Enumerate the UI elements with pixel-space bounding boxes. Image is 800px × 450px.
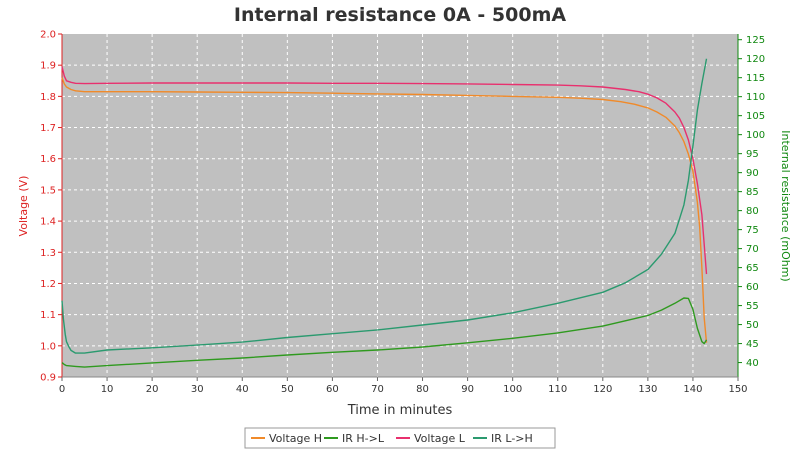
x-tick-label: 50: [281, 384, 294, 395]
y-right-tick-label: 80: [746, 206, 759, 217]
y-right-tick-label: 85: [746, 187, 759, 198]
series-layer: [61, 58, 708, 368]
x-tick-label: 20: [146, 384, 159, 395]
y-right-tick-label: 110: [746, 92, 765, 103]
x-tick-label: 150: [728, 384, 747, 395]
legend: Voltage H IR H->L Voltage L IR L->H: [244, 427, 556, 449]
y-left-tick-label: 0.9: [40, 373, 56, 384]
y-right-tick-label: 105: [746, 111, 765, 122]
chart-title: Internal resistance 0A - 500mA: [234, 4, 566, 26]
y-left-tick-label: 1.1: [40, 310, 56, 321]
y-right-tick-label: 50: [746, 320, 759, 331]
x-tick-label: 0: [59, 384, 65, 395]
x-tick-label: 110: [548, 384, 567, 395]
y-right-tick-label: 70: [746, 244, 759, 255]
legend-item-label: IR L->H: [491, 432, 533, 445]
y-right-tick-label: 75: [746, 225, 759, 236]
x-tick-label: 100: [503, 384, 522, 395]
y-right-tick-label: 100: [746, 130, 765, 141]
y-right-tick-label: 125: [746, 35, 765, 46]
legend-item-label: Voltage H: [269, 432, 322, 445]
y-right-tick-label: 65: [746, 263, 759, 274]
y-right-tick-label: 45: [746, 339, 759, 350]
y-left-tick-label: 1.7: [40, 123, 56, 134]
y-left-tick-label: 1.5: [40, 185, 56, 196]
y-left-tick-label: 1.9: [40, 61, 56, 72]
plot-area: [62, 34, 738, 377]
legend-item-label: IR H->L: [342, 432, 385, 445]
y-right-tick-label: 95: [746, 149, 759, 160]
y-left-tick-label: 1.8: [40, 92, 56, 103]
x-tick-label: 10: [101, 384, 114, 395]
y-left-tick-label: 1.2: [40, 279, 56, 290]
x-tick-label: 30: [191, 384, 204, 395]
grid: [62, 34, 738, 377]
x-tick-label: 130: [638, 384, 657, 395]
x-tick-label: 60: [326, 384, 339, 395]
tick-labels: 0 10 20 30 40 50 60 70 80 90 100 110 120 130 140 150 0.9…: [40, 30, 765, 396]
x-tick-label: 80: [416, 384, 429, 395]
series-line-ir-l-h: [61, 58, 708, 354]
y-left-tick-label: 1.4: [40, 217, 56, 228]
x-tick-label: 120: [593, 384, 612, 395]
y-right-tick-label: 60: [746, 282, 759, 293]
y-left-tick-label: 1.3: [40, 248, 56, 259]
x-tick-label: 40: [236, 384, 249, 395]
y-left-tick-label: 1.6: [40, 154, 56, 165]
y-axis-left-title: Voltage (V): [17, 176, 30, 237]
axes: [58, 33, 742, 381]
legend-item-label: Voltage L: [414, 432, 466, 445]
y-right-tick-label: 120: [746, 54, 765, 65]
y-left-tick-label: 2.0: [40, 30, 56, 41]
y-right-tick-label: 115: [746, 73, 765, 84]
y-right-tick-label: 90: [746, 168, 759, 179]
x-tick-label: 140: [683, 384, 702, 395]
series-line-voltage-l: [61, 66, 708, 275]
y-right-tick-label: 40: [746, 358, 759, 369]
y-right-tick-label: 55: [746, 301, 759, 312]
series-line-ir-h-l: [61, 297, 708, 368]
x-tick-label: 90: [461, 384, 474, 395]
x-axis-title: Time in minutes: [347, 403, 453, 418]
y-left-tick-label: 1.0: [40, 341, 56, 352]
y-axis-right-title: Internal resistance (mOhm): [779, 130, 792, 281]
x-tick-label: 70: [371, 384, 384, 395]
